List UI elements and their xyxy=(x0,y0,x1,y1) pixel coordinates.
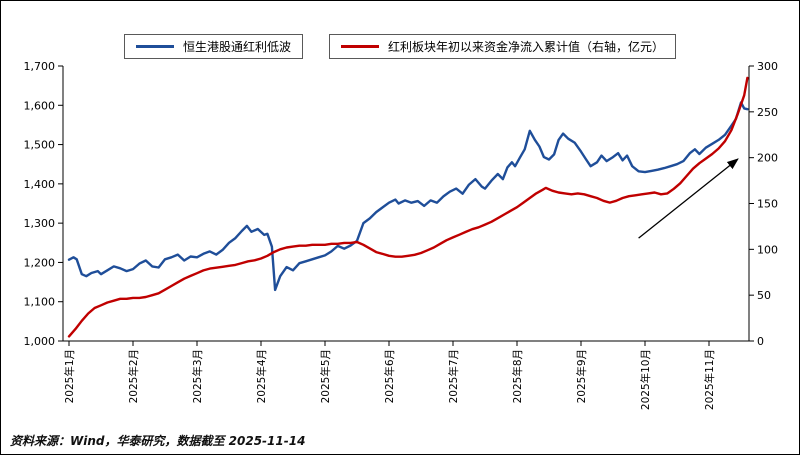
legend-item-net-inflow: 红利板块年初以来资金净流入累计值（右轴，亿元） xyxy=(329,34,677,59)
x-axis-tick-label: 2025年1月 xyxy=(63,349,76,403)
left-axis-tick-label: 1,000 xyxy=(24,335,56,348)
legend-label-net-inflow: 红利板块年初以来资金净流入累计值（右轴，亿元） xyxy=(388,40,665,54)
blue-line-sample-icon xyxy=(135,45,174,48)
x-axis-tick-label: 2025年6月 xyxy=(383,349,396,403)
legend-item-hs-dividend-lowvol: 恒生港股通红利低波 xyxy=(123,34,303,59)
left-axis-tick-label: 1,200 xyxy=(24,256,56,269)
x-axis-tick-label: 2025年7月 xyxy=(447,349,460,403)
left-axis-tick-label: 1,500 xyxy=(24,139,56,152)
legend: 恒生港股通红利低波 红利板块年初以来资金净流入累计值（右轴，亿元） xyxy=(1,34,799,59)
x-axis-tick-label: 2025年3月 xyxy=(191,349,204,403)
right-axis-tick-label: 50 xyxy=(757,289,771,302)
left-axis-tick-label: 1,700 xyxy=(24,60,56,73)
x-axis-tick-label: 2025年5月 xyxy=(319,349,332,403)
right-axis-tick-label: 0 xyxy=(757,335,764,348)
right-axis-tick-label: 300 xyxy=(757,60,778,73)
source-note: 资料来源：Wind，华泰研究，数据截至 2025-11-14 xyxy=(10,434,306,448)
right-axis-tick-label: 200 xyxy=(757,152,778,165)
series-line-1 xyxy=(67,76,749,338)
x-axis-tick-label: 2025年9月 xyxy=(575,349,588,403)
red-line-sample-icon xyxy=(341,45,379,48)
left-axis-tick-label: 1,100 xyxy=(24,296,56,309)
x-axis-tick-label: 2025年11月 xyxy=(703,349,716,410)
left-axis-tick-label: 1,600 xyxy=(24,99,56,112)
x-axis-tick-label: 2025年4月 xyxy=(255,349,268,403)
x-axis-tick-label: 2025年8月 xyxy=(511,349,524,403)
x-axis-tick-label: 2025年10月 xyxy=(639,349,652,410)
left-axis-tick-label: 1,300 xyxy=(24,217,56,230)
series-line-0 xyxy=(67,101,749,292)
right-axis-tick-label: 250 xyxy=(757,106,778,119)
x-axis-tick-label: 2025年2月 xyxy=(127,349,140,403)
right-axis-tick-label: 100 xyxy=(757,243,778,256)
right-axis-tick-label: 150 xyxy=(757,198,778,211)
legend-label-hs-dividend-lowvol: 恒生港股通红利低波 xyxy=(182,40,291,54)
trend-arrow xyxy=(638,158,739,239)
left-axis-tick-label: 1,400 xyxy=(24,178,56,191)
